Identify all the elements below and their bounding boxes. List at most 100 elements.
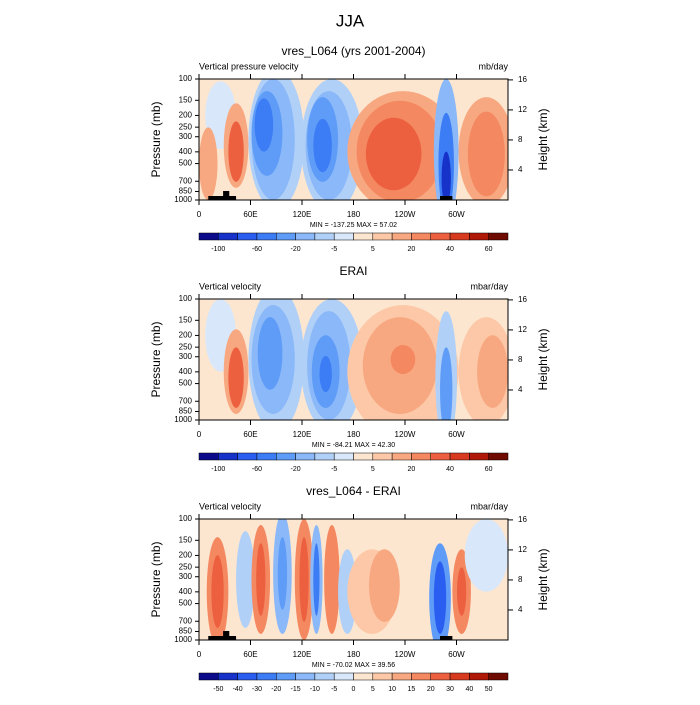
field-contour bbox=[257, 317, 283, 390]
y2-tick-label: 16 bbox=[518, 515, 527, 524]
field-contour bbox=[441, 151, 451, 200]
colorbar-swatch bbox=[314, 672, 335, 681]
field-contour bbox=[433, 561, 447, 634]
x-tick-label: 120W bbox=[395, 650, 416, 659]
colorbar-label: -100 bbox=[211, 466, 225, 473]
y-tick-label: 1000 bbox=[174, 635, 192, 644]
colorbar-swatch bbox=[314, 452, 335, 461]
field-contour bbox=[368, 549, 400, 622]
colorbar-swatch bbox=[295, 672, 316, 681]
stats: MIN = -70.02 MAX = 39.56 bbox=[312, 662, 395, 669]
y-tick-label: 250 bbox=[179, 122, 193, 131]
colorbar-swatch bbox=[372, 452, 393, 461]
colorbar-swatch bbox=[449, 452, 470, 461]
x-tick-label: 120E bbox=[293, 430, 312, 439]
topography bbox=[223, 191, 230, 200]
colorbar-label: -5 bbox=[331, 466, 337, 473]
colorbar-label: 20 bbox=[408, 466, 416, 473]
colorbar-swatch bbox=[295, 232, 316, 241]
colorbar-swatch bbox=[411, 452, 431, 461]
topography bbox=[208, 636, 237, 640]
stats: MIN = -137.25 MAX = 57.02 bbox=[310, 222, 397, 229]
colorbar-label: 20 bbox=[427, 686, 435, 693]
colorbar-swatch bbox=[353, 672, 374, 681]
y-tick-label: 700 bbox=[179, 176, 193, 185]
y2-tick-label: 4 bbox=[518, 605, 523, 614]
x-tick-label: 180 bbox=[347, 650, 361, 659]
colorbar-swatch bbox=[469, 232, 489, 241]
y-axis-label: Pressure (mb) bbox=[149, 321, 163, 397]
right-label: mbar/day bbox=[470, 281, 508, 291]
colorbar-swatch bbox=[488, 232, 509, 241]
colorbar-swatch bbox=[276, 232, 296, 241]
field-contour bbox=[467, 111, 505, 197]
colorbar-swatch bbox=[276, 452, 296, 461]
left-label: Vertical velocity bbox=[199, 501, 262, 511]
colorbar-swatch bbox=[391, 452, 412, 461]
y2-tick-label: 4 bbox=[518, 165, 523, 174]
y-tick-label: 150 bbox=[179, 95, 193, 104]
colorbar-swatch bbox=[430, 232, 451, 241]
field-contour bbox=[477, 335, 508, 408]
colorbar-label: 5 bbox=[371, 686, 375, 693]
colorbar-label: 10 bbox=[388, 686, 396, 693]
y2-tick-label: 16 bbox=[518, 75, 527, 84]
colorbar-swatch bbox=[488, 452, 509, 461]
colorbar-swatch bbox=[198, 672, 219, 681]
y-tick-label: 1000 bbox=[174, 415, 192, 424]
colorbar-label: 60 bbox=[485, 466, 493, 473]
y2-axis-label: Height (km) bbox=[536, 548, 550, 610]
colorbar-swatch bbox=[333, 232, 354, 241]
colorbar-swatch bbox=[276, 672, 296, 681]
left-label: Vertical velocity bbox=[199, 281, 262, 291]
topography bbox=[440, 196, 453, 200]
colorbar-label: -20 bbox=[271, 686, 281, 693]
field bbox=[199, 299, 508, 420]
x-tick-label: 180 bbox=[347, 210, 361, 219]
y-tick-label: 100 bbox=[179, 294, 193, 303]
colorbar-swatch bbox=[237, 672, 258, 681]
y2-tick-label: 8 bbox=[518, 135, 523, 144]
y-tick-label: 850 bbox=[179, 187, 193, 196]
y2-tick-label: 12 bbox=[518, 325, 527, 334]
colorbar-swatch bbox=[256, 232, 277, 241]
field bbox=[199, 519, 508, 640]
y-tick-label: 150 bbox=[179, 535, 193, 544]
colorbar-label: -30 bbox=[252, 686, 262, 693]
right-label: mbar/day bbox=[470, 501, 508, 511]
y-axis-label: Pressure (mb) bbox=[149, 541, 163, 617]
y-tick-label: 1000 bbox=[174, 195, 192, 204]
y-tick-label: 500 bbox=[179, 379, 193, 388]
colorbar-swatch bbox=[449, 232, 470, 241]
field-contour bbox=[457, 567, 467, 616]
colorbar-label: -50 bbox=[213, 686, 223, 693]
colorbar-swatch bbox=[237, 452, 258, 461]
colorbar-label: 20 bbox=[408, 246, 416, 253]
right-label: mb/day bbox=[478, 61, 508, 71]
y2-axis-label: Height (km) bbox=[536, 108, 550, 170]
field-contour bbox=[236, 531, 255, 628]
panel-title: vres_L064 - ERAI bbox=[306, 484, 401, 498]
topography bbox=[440, 636, 453, 640]
colorbar-label: 60 bbox=[485, 246, 493, 253]
colorbar-swatch bbox=[237, 232, 258, 241]
colorbar-label: -60 bbox=[252, 246, 262, 253]
y-tick-label: 300 bbox=[179, 572, 193, 581]
colorbar-swatch bbox=[353, 452, 374, 461]
topography bbox=[208, 196, 237, 200]
panel-title: ERAI bbox=[339, 264, 367, 278]
colorbar-swatch bbox=[411, 232, 431, 241]
colorbar-label: -60 bbox=[252, 466, 262, 473]
y-tick-label: 400 bbox=[179, 587, 193, 596]
colorbar-swatch bbox=[449, 672, 470, 681]
x-tick-label: 60W bbox=[448, 650, 465, 659]
y-tick-label: 150 bbox=[179, 315, 193, 324]
y-tick-label: 300 bbox=[179, 352, 193, 361]
colorbar-label: -10 bbox=[310, 686, 320, 693]
field-contour bbox=[211, 555, 224, 628]
left-label: Vertical pressure velocity bbox=[199, 61, 299, 71]
colorbar-swatch bbox=[372, 232, 393, 241]
y-axis-label: Pressure (mb) bbox=[149, 101, 163, 177]
colorbar-swatch bbox=[391, 232, 412, 241]
colorbar-swatch bbox=[218, 452, 238, 461]
